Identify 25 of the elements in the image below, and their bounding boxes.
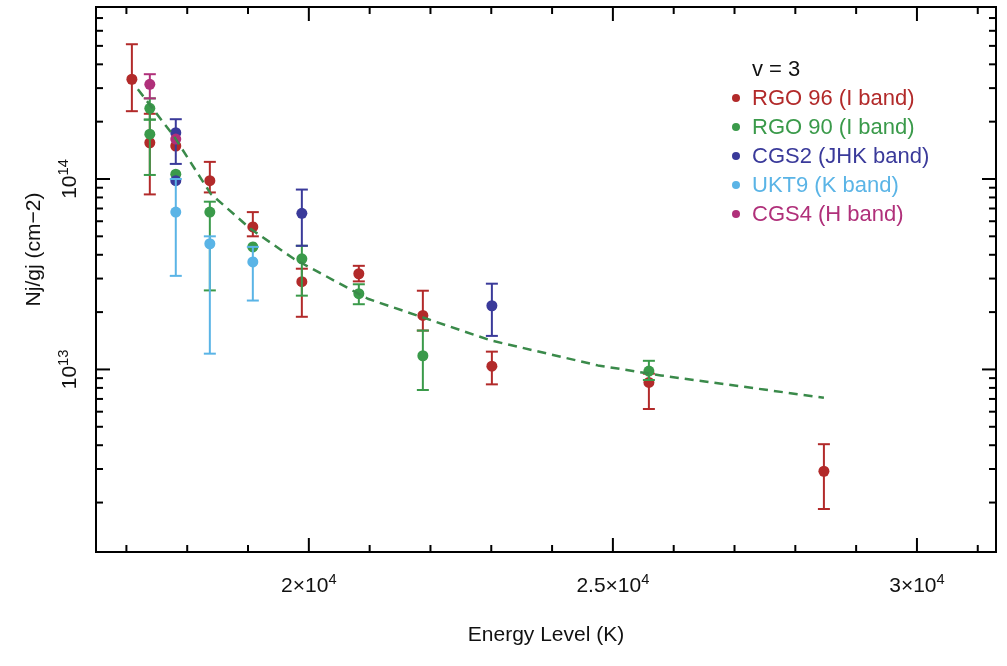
point <box>486 360 498 372</box>
point <box>204 238 216 250</box>
point <box>296 207 308 219</box>
x-axis-title: Energy Level (K) <box>467 622 625 645</box>
point <box>353 268 365 280</box>
point <box>144 78 156 90</box>
legend-label: RGO 90 (I band) <box>752 114 915 139</box>
y-axis-title: Nj/gj (cm−2) <box>21 192 44 307</box>
legend-label: UKT9 (K band) <box>752 172 899 197</box>
x-tick-label: 2.5×10$^{4}$ <box>576 571 650 596</box>
x-tick-label: 2×10$^{4}$ <box>281 571 337 596</box>
x-tick-label: 3×10$^{4}$ <box>889 571 945 596</box>
point <box>417 350 429 362</box>
legend-title: v = 3 <box>752 56 801 81</box>
point <box>818 465 830 477</box>
point <box>204 206 216 218</box>
point <box>170 206 182 218</box>
legend-label: CGS2 (JHK band) <box>752 143 930 168</box>
point <box>486 300 498 312</box>
point <box>247 256 259 268</box>
point <box>204 175 216 187</box>
legend-label: CGS4 (H band) <box>752 201 904 226</box>
point <box>126 73 138 85</box>
point <box>144 128 156 140</box>
legend-label: RGO 96 (I band) <box>752 85 915 110</box>
